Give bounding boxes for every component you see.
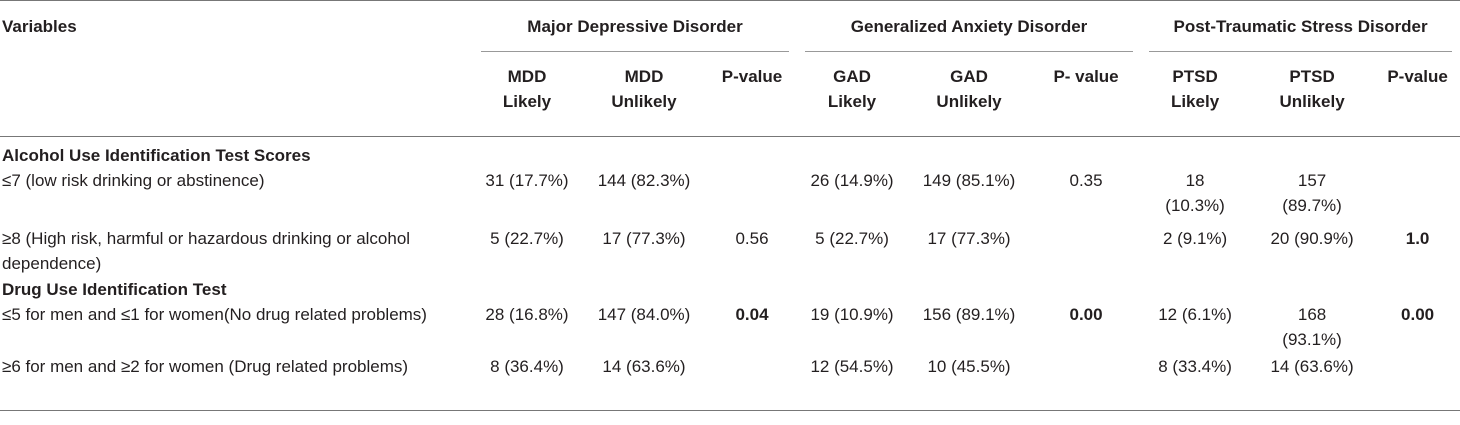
table-cell: 149 (85.1%) [922, 171, 1016, 190]
table-cell: 10 (45.5%) [907, 354, 1032, 411]
table-cell [1031, 226, 1141, 277]
table-cell: 156 (89.1%) [922, 305, 1016, 324]
table-cell: 1.0 [1405, 229, 1430, 248]
subcol-ptsd-pvalue: P-value [1375, 51, 1460, 137]
results-table: Variables Major Depressive Disorder Gene… [0, 0, 1460, 411]
subcol-gad-unlikely: GAD Unlikely [907, 51, 1032, 137]
group-header-ptsd: Post-Traumatic Stress Disorder [1141, 0, 1460, 52]
table-cell: 8 (33.4%) [1141, 354, 1250, 411]
table-cell: 157 (89.7%) [1282, 171, 1342, 215]
subcol-mdd-pvalue: P-value [707, 51, 798, 137]
row-label: ≤5 for men and ≤1 for women(No drug rela… [2, 305, 427, 324]
table-cell: 14 (63.6%) [581, 354, 707, 411]
table-cell: 20 (90.9%) [1270, 229, 1354, 248]
table-cell: 168 (93.1%) [1282, 305, 1342, 349]
subcol-gad-pvalue: P- value [1031, 51, 1142, 137]
variables-header: Variables [0, 0, 473, 52]
table-cell: 147 (84.0%) [597, 305, 691, 324]
table-cell: 26 (14.9%) [810, 171, 894, 190]
table-cell: 5 (22.7%) [490, 229, 564, 248]
table-cell: 0.00 [1401, 305, 1435, 324]
table-cell [1375, 354, 1460, 411]
section-title-alcohol: Alcohol Use Identification Test Scores [2, 146, 311, 165]
table-cell: 28 (16.8%) [485, 305, 569, 324]
table-cell [1375, 168, 1460, 226]
table-cell: 14 (63.6%) [1249, 354, 1376, 411]
subcol-mdd-likely: MDD Likely [473, 51, 581, 137]
subcol-gad-likely: GAD Likely [797, 51, 908, 137]
section-row: Alcohol Use Identification Test Scores [0, 137, 1460, 169]
table-cell: 144 (82.3%) [597, 171, 691, 190]
table-cell: 0.00 [1069, 305, 1103, 324]
table-cell: 12 (6.1%) [1158, 305, 1232, 324]
subcol-mdd-unlikely: MDD Unlikely [581, 51, 707, 137]
table-cell: 2 (9.1%) [1162, 229, 1228, 248]
table-cell: 17 (77.3%) [927, 229, 1011, 248]
subcol-ptsd-unlikely: PTSD Unlikely [1249, 51, 1376, 137]
table-cell [1031, 354, 1142, 411]
header-group-row: Variables Major Depressive Disorder Gene… [0, 0, 1460, 52]
table-cell: 0.35 [1069, 171, 1103, 190]
table-row: ≥6 for men and ≥2 for women (Drug relate… [0, 354, 1460, 411]
table-cell [707, 168, 797, 226]
row-label: ≥6 for men and ≥2 for women (Drug relate… [0, 354, 473, 411]
table-cell: 19 (10.9%) [810, 305, 894, 324]
table-cell: 0.56 [735, 229, 769, 248]
table-row: ≤7 (low risk drinking or abstinence) 31 … [0, 168, 1460, 226]
group-header-mdd: Major Depressive Disorder [473, 0, 798, 52]
row-label: ≤7 (low risk drinking or abstinence) [2, 171, 265, 190]
table-cell: 8 (36.4%) [473, 354, 581, 411]
table-cell: 0.04 [735, 305, 769, 324]
table-cell: 31 (17.7%) [485, 171, 569, 190]
table-cell: 5 (22.7%) [815, 229, 889, 248]
table-cell: 12 (54.5%) [797, 354, 908, 411]
subcol-ptsd-likely: PTSD Likely [1141, 51, 1250, 137]
header-subcolumn-row: MDD Likely MDD Unlikely P-value GAD Like… [0, 51, 1460, 137]
section-row: Drug Use Identification Test [0, 277, 1460, 302]
section-title-drug: Drug Use Identification Test [2, 280, 227, 299]
table-cell: 17 (77.3%) [602, 229, 686, 248]
group-header-gad: Generalized Anxiety Disorder [797, 0, 1142, 52]
table-row: ≤5 for men and ≤1 for women(No drug rela… [0, 302, 1460, 354]
row-label: ≥8 (High risk, harmful or hazardous drin… [2, 229, 411, 273]
table-cell [707, 354, 798, 411]
table-row: ≥8 (High risk, harmful or hazardous drin… [0, 226, 1460, 277]
table-cell: 18 (10.3%) [1165, 171, 1225, 215]
